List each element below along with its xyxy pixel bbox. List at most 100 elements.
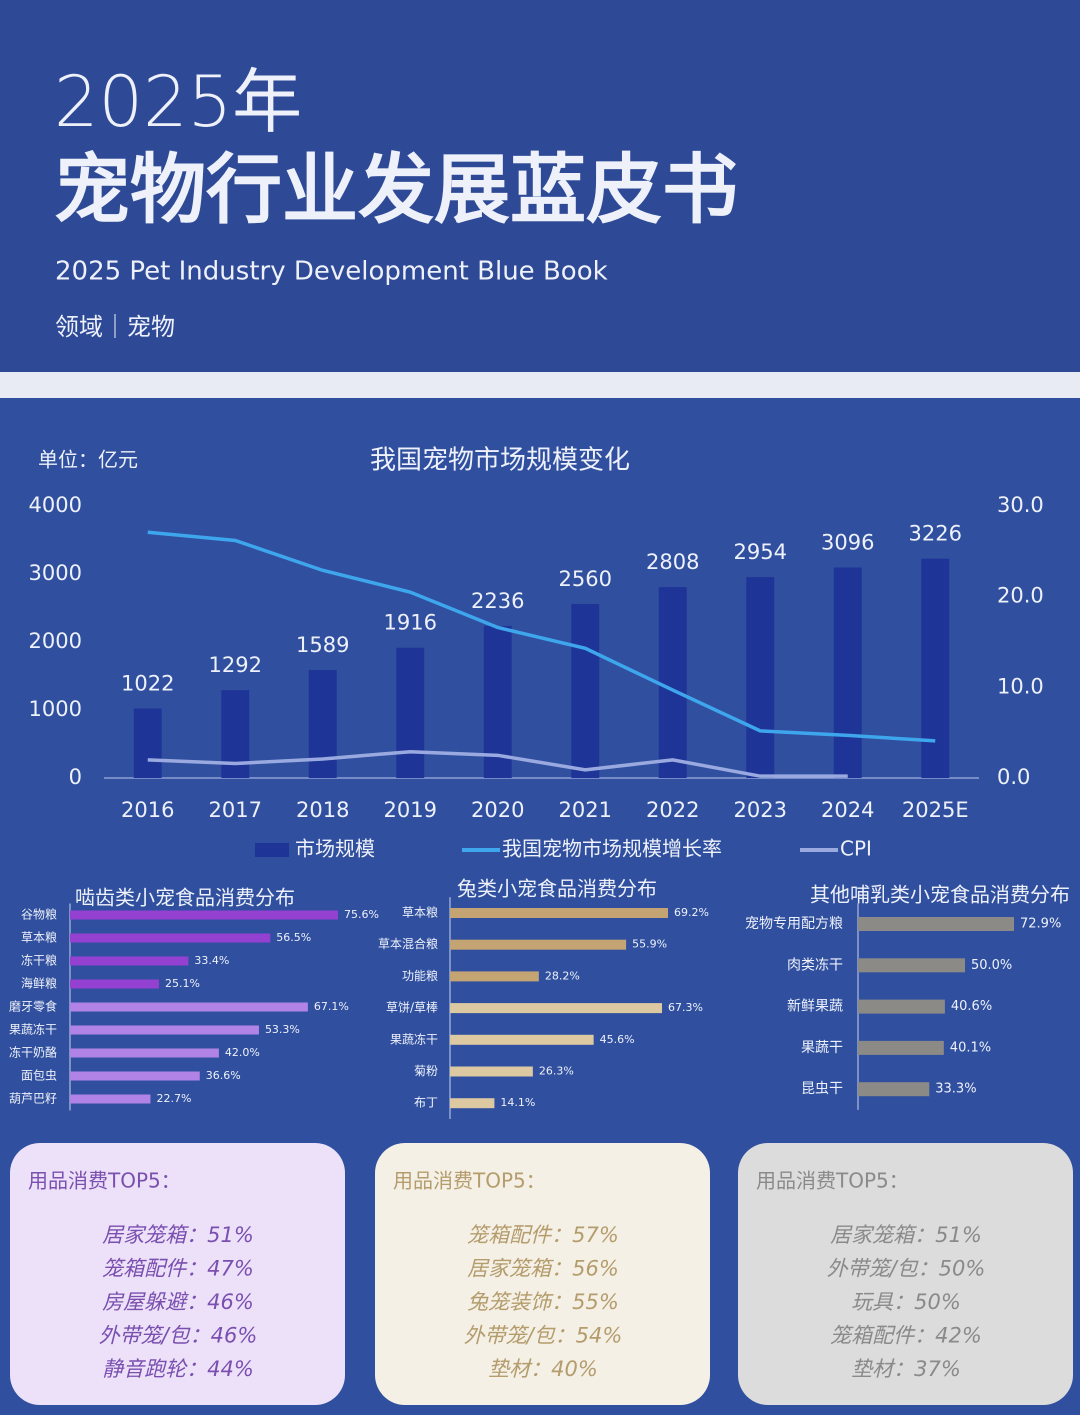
category-label: 昆虫干 [801,1081,843,1097]
bar-label: 2560 [559,567,612,591]
category-label: 草本粮 [402,905,438,920]
bar-label: 50.0% [971,958,1012,973]
bar-label: 53.3% [265,1023,300,1036]
bar-label: 40.6% [951,999,992,1014]
bar [571,603,600,778]
card-item: 居家笼箱：51% [102,1223,254,1247]
bar [483,625,512,778]
legend-label: CPI [840,837,872,861]
legend-label: 市场规模 [295,837,375,861]
bar-label: 40.1% [950,1040,991,1055]
bar-label: 45.6% [600,1033,635,1046]
card [738,1143,1073,1405]
bar [746,577,775,778]
category-label: 肉类冻干 [787,956,843,973]
bar [450,971,539,982]
bar [858,1082,930,1097]
category-label: 冻干粮 [21,953,57,968]
bar-label: 55.9% [632,938,667,951]
y-tick-label: 1000 [29,697,82,721]
category-label: 果蔬冻干 [390,1031,438,1046]
y2-tick-label: 0.0 [997,765,1030,789]
bar [308,669,337,778]
y-tick-label: 2000 [29,629,82,653]
card [10,1143,345,1405]
x-tick-label: 2021 [559,798,612,822]
x-tick-label: 2020 [471,798,524,822]
card-item: 居家笼箱：56% [467,1257,619,1281]
card-item: 笼箱配件：57% [467,1223,619,1247]
header-tag: 领域｜宠物 [55,313,175,341]
bar [921,558,950,778]
card-item: 静音跑轮：44% [102,1357,254,1381]
bar-label: 67.3% [668,1001,703,1014]
card-item: 外带笼/包：54% [464,1324,623,1348]
card-title: 用品消费TOP5： [393,1169,546,1193]
line-series [147,749,848,778]
card-item: 房屋躲避：46% [102,1290,254,1314]
x-tick-label: 2017 [209,798,262,822]
bar-label: 3096 [821,530,874,554]
y-tick-label: 4000 [29,493,82,517]
category-label: 磨牙零食 [9,999,57,1014]
bar-label: 75.6% [344,908,379,921]
bar-label: 1916 [384,611,437,635]
bar-label: 1589 [296,633,349,657]
chart-title: 兔类小宠食品消费分布 [457,877,657,901]
card-item: 兔笼装饰：55% [467,1290,619,1314]
bar-label: 69.2% [674,906,709,919]
x-tick-label: 2016 [121,798,174,822]
bar-label: 72.9% [1020,917,1061,932]
header-subtitle: 2025 Pet Industry Development Blue Book [55,257,608,287]
bar [858,917,1014,931]
category-label: 冻干奶酪 [9,1045,57,1060]
bar [70,1048,219,1058]
bar [858,958,965,973]
bar-label: 2808 [646,550,699,574]
bar [450,1003,663,1014]
header-bg [0,0,1080,372]
bar [450,1098,495,1109]
chart-title: 其他哺乳类小宠食品消费分布 [810,883,1070,907]
bar-label: 22.7% [156,1092,191,1105]
category-label: 功能粮 [402,968,438,983]
bar [450,1066,533,1077]
bar-label: 28.2% [545,969,580,982]
header-title: 宠物行业发展蓝皮书 [54,145,738,234]
x-tick-label: 2022 [646,798,699,822]
bar [858,1040,944,1055]
bar-label: 3226 [909,522,962,546]
chart-unit: 单位：亿元 [38,448,138,472]
bar [450,908,668,918]
y2-tick-label: 20.0 [997,584,1044,608]
y-tick-label: 3000 [29,561,82,585]
card-item: 垫材：40% [488,1357,598,1381]
x-tick-label: 2019 [384,798,437,822]
bar-label: 1022 [121,672,174,696]
x-tick-label: 2023 [734,798,787,822]
y2-tick-label: 10.0 [997,674,1044,698]
bar-label: 2236 [471,589,524,613]
card-item: 垫材：37% [851,1357,961,1381]
card-item: 外带笼/包：46% [99,1324,258,1348]
divider [0,372,1080,398]
bar-label: 26.3% [539,1065,574,1078]
bar-label: 25.1% [165,977,200,990]
category-label: 菊粉 [414,1064,438,1078]
category-label: 面包虫 [21,1069,57,1083]
x-tick-label: 2024 [821,798,874,822]
legend-label: 我国宠物市场规模增长率 [502,837,722,861]
bar-label: 67.1% [314,1000,349,1013]
card-item: 居家笼箱：51% [830,1223,982,1247]
bar [450,1034,594,1045]
category-label: 新鲜果蔬 [787,999,843,1015]
category-label: 葫芦巴籽 [9,1092,57,1106]
bar [450,939,627,950]
bar [858,999,945,1014]
bar [658,587,687,778]
bar-label: 33.4% [194,954,229,967]
category-label: 海鲜粮 [21,976,57,991]
bar-label: 42.0% [225,1046,260,1059]
